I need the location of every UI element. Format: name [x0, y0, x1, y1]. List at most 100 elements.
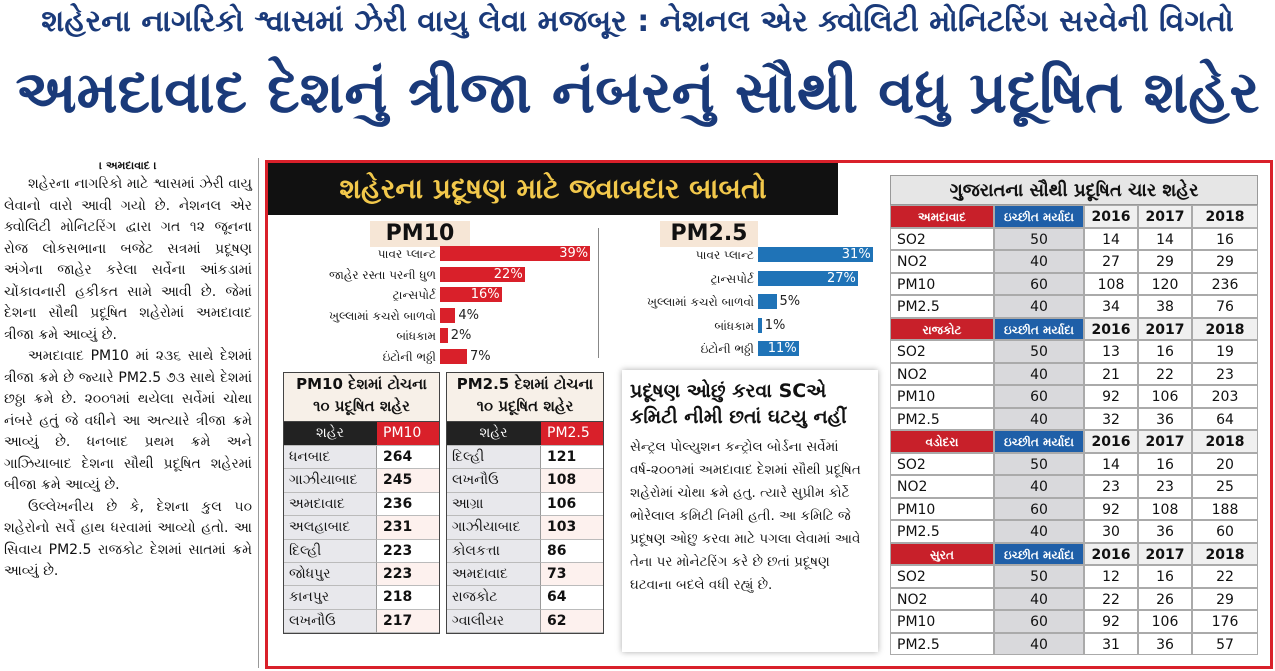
- cell: 26: [1138, 587, 1192, 610]
- city-cell: આગ્રા: [446, 492, 541, 517]
- column-rule: [258, 158, 259, 668]
- table-border: [283, 372, 440, 634]
- bar: [440, 246, 591, 261]
- cell: SO2: [890, 452, 994, 475]
- cell: 23: [1138, 475, 1192, 498]
- cell: 21: [1084, 362, 1138, 385]
- kicker: શહેરના નાગરિકો શ્વાસમાં ઝેરી વાયુ લેવા મ…: [41, 4, 1234, 39]
- city-cell: ગ્વાલીયર: [446, 609, 541, 634]
- category-label: ટ્રાન્સપોર્ટ: [710, 271, 754, 286]
- cell: 92: [1084, 385, 1138, 408]
- value-label: 4%: [458, 307, 480, 323]
- value-cell: 103: [541, 516, 604, 540]
- cell: 40: [994, 475, 1084, 498]
- title-line: ૧૦ પ્રદૂષિત શહેર: [313, 397, 410, 415]
- bar: [758, 341, 799, 356]
- category-label: ટ્રાન્સપોર્ટ: [392, 288, 436, 302]
- cell: SO2: [890, 227, 994, 250]
- info-panel: [265, 160, 1273, 669]
- cell: 22: [1138, 362, 1192, 385]
- value-cell: 121: [541, 446, 604, 470]
- cell: SO2: [890, 340, 994, 363]
- header-cell: ઇચ્છીત મર્યાદા: [994, 542, 1084, 565]
- city-cell: ધનબાદ: [283, 446, 377, 470]
- value-label: 2%: [450, 328, 472, 343]
- cell: 34: [1084, 295, 1138, 318]
- cell: 92: [1084, 497, 1138, 520]
- headline: અમદાવાદ દેશનું ત્રીજા નંબરનું સૌથી વધુ પ…: [15, 58, 1260, 126]
- cell: PM2.5: [890, 407, 994, 430]
- cell: 36: [1138, 407, 1192, 430]
- panel-title: શહેરના પ્રદૂષણ માટે જવાબદાર બાબતો: [268, 163, 838, 215]
- value-label: 31%: [841, 247, 871, 262]
- city-cell: અમદાવાદ: [446, 563, 541, 587]
- chart-title: PM10: [370, 221, 470, 247]
- category-label: બાંધકામ: [714, 318, 754, 333]
- cell: NO2: [890, 362, 994, 385]
- city-cell: લખનૌઉ: [283, 609, 377, 634]
- header-cell: 2017: [1138, 317, 1192, 340]
- header-cell: 2018: [1192, 542, 1258, 565]
- value-cell: 108: [541, 469, 604, 493]
- value-cell: 218: [377, 586, 440, 610]
- city-cell: ગાઝીયાબાદ: [446, 516, 541, 540]
- cell: NO2: [890, 475, 994, 498]
- sc-title-line: પ્રદૂષણ ઓછું કરવા SCએ: [630, 380, 827, 402]
- cell: 106: [1138, 610, 1192, 633]
- sc-box: પ્રદૂષણ ઓછું કરવા SCએ કમિટી નીમી છતાં ઘટય…: [622, 370, 878, 652]
- cell: 12: [1084, 565, 1138, 588]
- cell: 60: [1192, 520, 1258, 543]
- header-cell: શહેર: [283, 422, 377, 446]
- cell: 31: [1084, 632, 1138, 655]
- cell: 29: [1192, 250, 1258, 273]
- value-cell: 236: [377, 492, 440, 517]
- cell: 50: [994, 452, 1084, 475]
- value-label: 1%: [764, 317, 786, 333]
- city-cell: કાનપુર: [283, 586, 377, 610]
- cell: 50: [994, 565, 1084, 588]
- dateline: । અમદાવાદ ।: [99, 159, 157, 172]
- category-label: ખુલ્લામાં કચરો બાળવો: [647, 295, 754, 309]
- header-cell: 2017: [1138, 542, 1192, 565]
- cell: 38: [1138, 295, 1192, 318]
- cell: 22: [1192, 565, 1258, 588]
- sc-title: પ્રદૂષણ ઓછું કરવા SCએ કમિટી નીમી છતાં ઘટય…: [630, 378, 870, 430]
- city-cell: જોધપુર: [283, 563, 377, 587]
- value-label: 39%: [559, 246, 589, 261]
- header-cell: PM2.5: [541, 422, 604, 446]
- article: । અમદાવાદ । શહેરના નાગરિકો માટે શ્વાસમાં …: [4, 158, 252, 583]
- header-cell: 2016: [1084, 205, 1138, 228]
- cell: NO2: [890, 587, 994, 610]
- paragraph: ઉલ્લેખનીય છે કે, દેશના કુલ ૫૦ શહેરોનો સર…: [4, 498, 252, 580]
- bar: [758, 294, 777, 309]
- cell: 14: [1084, 227, 1138, 250]
- cell: 16: [1138, 340, 1192, 363]
- cell: PM10: [890, 610, 994, 633]
- cell: 14: [1084, 452, 1138, 475]
- value-label: 16%: [470, 287, 500, 302]
- city-cell: અમદાવાદ: [283, 492, 377, 517]
- header-cell: 2017: [1138, 430, 1192, 453]
- value-cell: 62: [541, 609, 604, 634]
- header-cell: 2016: [1084, 542, 1138, 565]
- value-cell: 73: [541, 563, 604, 587]
- cell: 50: [994, 227, 1084, 250]
- cell: 40: [994, 632, 1084, 655]
- bar: [440, 328, 448, 343]
- cell: 108: [1084, 272, 1138, 295]
- cell: 29: [1192, 587, 1258, 610]
- cell: 60: [994, 610, 1084, 633]
- bar: [440, 287, 502, 302]
- cell: 22: [1084, 587, 1138, 610]
- header-cell: શહેર: [446, 422, 541, 446]
- city-cell: લખનૌઉ: [446, 469, 541, 493]
- cell: 16: [1138, 452, 1192, 475]
- cell: 32: [1084, 407, 1138, 430]
- value-cell: 223: [377, 539, 440, 563]
- city-cell: અલહાબાદ: [283, 516, 377, 540]
- cell: 25: [1192, 475, 1258, 498]
- cell: 106: [1138, 385, 1192, 408]
- table-border: [446, 372, 604, 634]
- cell: 40: [994, 587, 1084, 610]
